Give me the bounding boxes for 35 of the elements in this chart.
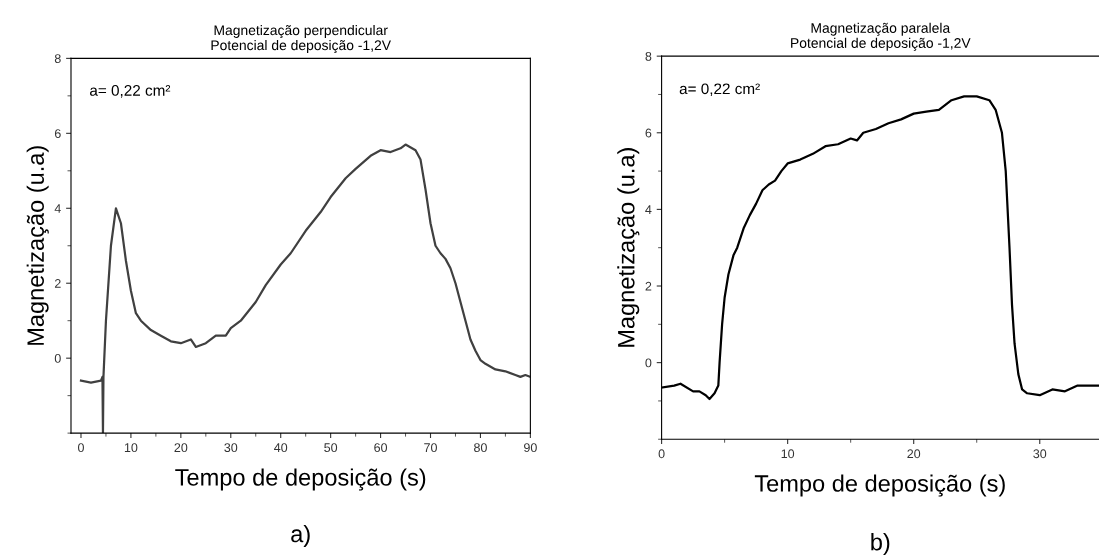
- x-tick-label: 30: [1033, 449, 1047, 459]
- text: b): [871, 533, 890, 556]
- y-tick-label: 2: [645, 281, 652, 291]
- y-tick-label: 6: [54, 129, 61, 138]
- x-tick-label: 80: [474, 443, 487, 453]
- annotation: a= 0,22 cm²: [90, 85, 171, 98]
- x-tick-label: 0: [77, 443, 84, 453]
- y-tick-label: 2: [54, 279, 61, 288]
- x-tick-label: 0: [658, 449, 665, 459]
- x-tick-label: 10: [781, 449, 795, 459]
- annotation: a= 0,22 cm²: [679, 83, 760, 96]
- x-tick-label: 90: [524, 443, 537, 453]
- x-tick-label: 50: [324, 443, 338, 453]
- y-tick-label: 4: [54, 204, 61, 213]
- y-tick-label: 8: [54, 54, 61, 64]
- y-axis-title: Magnetização (u.a): [617, 148, 640, 347]
- text: a): [291, 524, 310, 547]
- line-series: [79, 143, 531, 434]
- y-tick-label: 8: [645, 51, 652, 61]
- y-tick-label: 6: [645, 128, 652, 138]
- x-axis-title: Tempo de deposição (s): [754, 474, 1005, 497]
- chart-title: Magnetização perpendicular Potencial de deposição -1,2V: [211, 24, 391, 53]
- y-axis-title: Magnetização (u.a): [26, 146, 49, 345]
- y-tick-label: 0: [645, 358, 652, 368]
- chart-title: Magnetização paralela Potencial de deposição -1,2V: [791, 22, 971, 51]
- x-tick-label: 10: [124, 443, 138, 453]
- x-tick-label: 60: [374, 443, 388, 453]
- y-tick-label: 4: [645, 205, 652, 214]
- x-tick-label: 40: [274, 443, 288, 453]
- x-tick-label: 20: [174, 443, 188, 453]
- x-tick-label: 20: [907, 449, 921, 459]
- x-axis-title: Tempo de deposição (s): [175, 468, 426, 491]
- x-tick-label: 70: [424, 443, 437, 453]
- x-tick-label: 30: [224, 443, 238, 453]
- y-tick-label: 0: [54, 353, 61, 363]
